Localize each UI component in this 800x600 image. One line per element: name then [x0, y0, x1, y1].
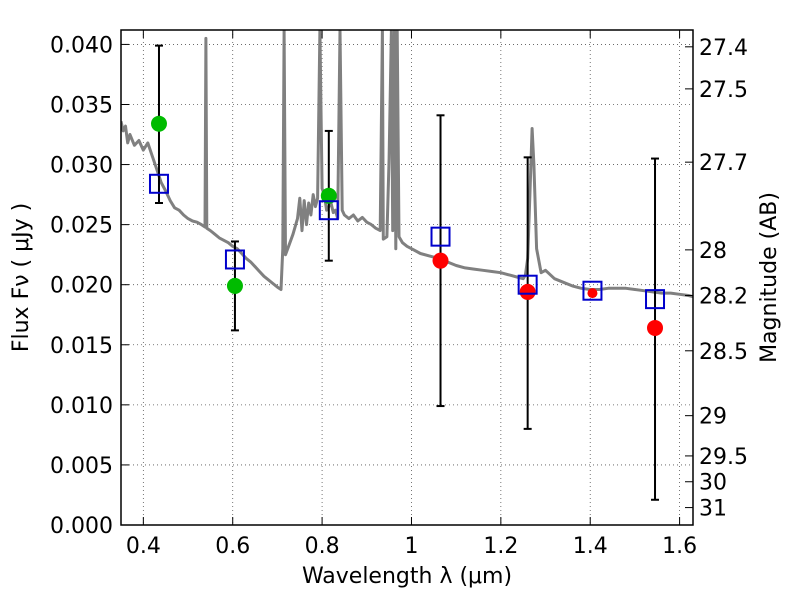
template-spectrum [121, 30, 693, 299]
y-tick-label: 0.010 [50, 394, 113, 419]
right-tick-label: 30 [699, 471, 727, 496]
observed-point [432, 252, 449, 269]
right-tick-label: 28 [699, 239, 727, 264]
right-tick-label: 31 [699, 497, 727, 522]
y-axis-label: Flux Fν ( μJy ) [9, 203, 34, 352]
y-tick-label: 0.000 [50, 514, 113, 539]
x-tick-label: 1.6 [662, 534, 697, 559]
y-tick-label: 0.015 [50, 334, 113, 359]
observed-point [519, 283, 536, 300]
spectrum-line [121, 30, 693, 299]
x-tick-label: 0.6 [215, 534, 250, 559]
observed-point [226, 277, 243, 294]
model-point [318, 200, 339, 221]
x-tick-label: 0.8 [305, 534, 340, 559]
observed-point [150, 115, 167, 132]
observed-point [320, 187, 337, 204]
model-point [517, 274, 538, 295]
right-tick-label: 27.5 [699, 78, 748, 103]
right-tick-label: 29.5 [699, 445, 748, 470]
y-axis-ticks: 0.000 0.005 0.010 0.015 0.020 0.025 0.030 0.035… [50, 33, 129, 539]
model-point [645, 289, 666, 310]
right-axis-label: Magnitude (AB) [757, 192, 782, 363]
model-point [582, 280, 603, 301]
y-tick-label: 0.040 [50, 33, 113, 58]
right-tick-label: 29 [699, 405, 727, 430]
model-point [430, 226, 451, 247]
model-flux-points [148, 173, 666, 310]
error-bars [154, 44, 660, 501]
x-tick-label: 1.2 [483, 534, 518, 559]
x-tick-label: 0.4 [126, 534, 161, 559]
plot-frame [120, 29, 694, 526]
x-axis-ticks: 0.4 0.6 0.8 1 1.2 1.4 1.6 [126, 30, 697, 559]
observed-point [587, 288, 598, 299]
y-tick-label: 0.030 [50, 154, 113, 179]
y-tick-label: 0.025 [50, 214, 113, 239]
right-tick-label: 27.4 [699, 36, 748, 61]
right-tick-label: 28.5 [699, 340, 748, 365]
observed-flux-points [150, 115, 664, 336]
right-tick-label: 27.7 [699, 151, 748, 176]
model-point [148, 173, 169, 194]
right-tick-label: 28.2 [699, 285, 748, 310]
y-tick-label: 0.035 [50, 93, 113, 118]
model-point [224, 249, 245, 270]
x-axis-label: Wavelength λ (μm) [302, 564, 512, 589]
y-tick-label: 0.020 [50, 274, 113, 299]
x-tick-label: 1 [404, 534, 418, 559]
x-tick-label: 1.4 [573, 534, 608, 559]
y-tick-label: 0.005 [50, 454, 113, 479]
observed-point [647, 319, 664, 336]
